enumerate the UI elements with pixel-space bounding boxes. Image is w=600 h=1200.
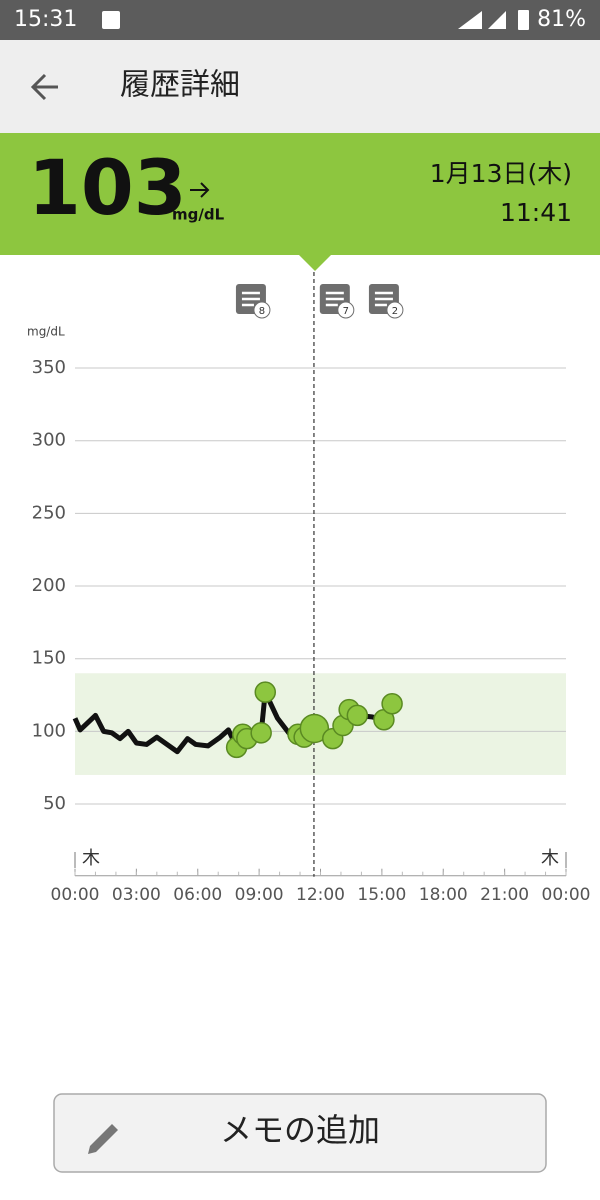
app-bar [0, 40, 600, 133]
memo-badge [337, 301, 355, 319]
reading-unit: mg/dL [172, 206, 225, 224]
x-tick-label: 15:00 [357, 885, 406, 905]
reading-date: 1月13日(木) [430, 159, 572, 188]
reading-banner [0, 133, 600, 255]
status-icon [102, 11, 120, 29]
pencil-icon [88, 1124, 118, 1154]
status-battery-icon [518, 10, 529, 30]
y-tick-label: 100 [32, 720, 66, 741]
y-tick-label: 250 [32, 502, 66, 523]
reading-time: 11:41 [500, 198, 572, 227]
scan-point [254, 681, 277, 703]
status-time: 15:31 [14, 7, 77, 32]
x-tick-label: 21:00 [480, 885, 529, 905]
scan-point [250, 722, 272, 744]
trend-arrow [190, 182, 210, 198]
scan-point [346, 704, 369, 727]
app-title: 履歴詳細 [120, 68, 240, 103]
memo-count: 8 [259, 306, 265, 317]
scan-point [381, 693, 403, 715]
y-tick-label: 350 [32, 357, 66, 378]
cursor-pointer [298, 254, 332, 271]
day-label: 木 [82, 848, 100, 869]
status-signal [458, 11, 506, 29]
memo-badge [253, 301, 271, 319]
reading-value: 103 [28, 143, 187, 232]
x-tick-label: 06:00 [173, 885, 222, 905]
add-memo-label[interactable]: メモの追加 [220, 1111, 380, 1149]
y-tick-label: 50 [43, 793, 66, 814]
y-tick-label: 300 [32, 430, 66, 451]
back-button[interactable] [30, 73, 58, 101]
day-label: 木 [541, 848, 559, 869]
y-tick-label: 150 [32, 648, 66, 669]
scan-point [299, 713, 330, 744]
x-tick-label: 18:00 [419, 885, 468, 905]
y-unit: mg/dL [27, 325, 65, 339]
y-tick-label: 200 [32, 575, 66, 596]
x-tick-label: 09:00 [235, 885, 284, 905]
memo-badge [386, 301, 404, 319]
x-tick-label: 03:00 [112, 885, 161, 905]
add-memo-button[interactable] [53, 1093, 547, 1173]
x-tick-label: 00:00 [51, 885, 100, 905]
x-tick-label: 00:00 [542, 885, 591, 905]
status-battery: 81% [537, 7, 586, 32]
memo-count: 2 [392, 306, 398, 317]
status-bar [0, 0, 600, 40]
memo-count: 7 [343, 306, 349, 317]
x-tick-label: 12:00 [296, 885, 345, 905]
